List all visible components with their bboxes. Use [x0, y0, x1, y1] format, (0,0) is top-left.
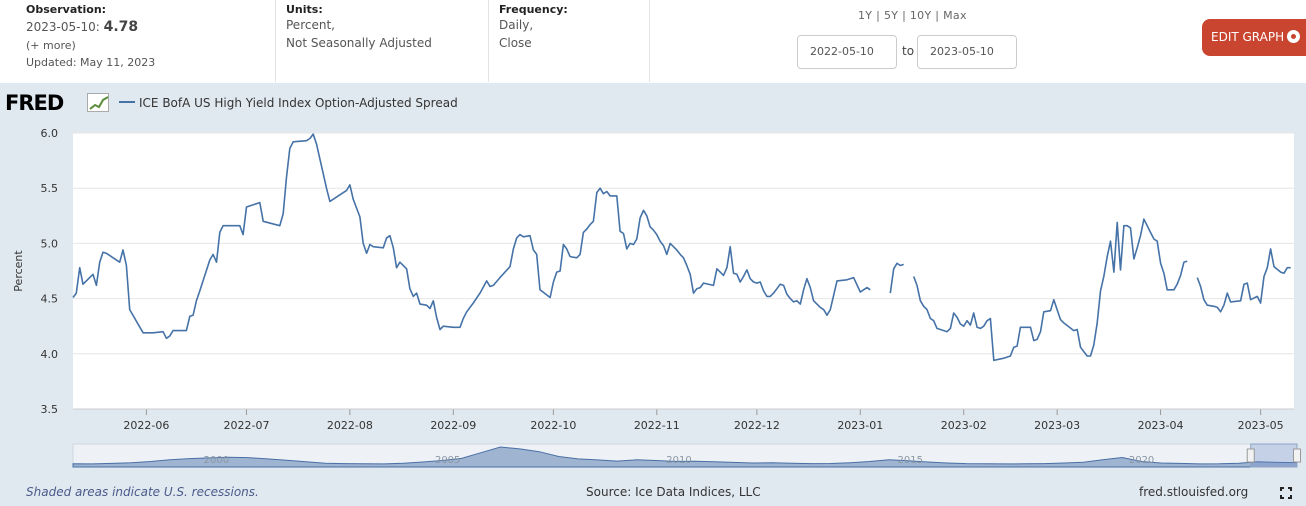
x-tick-label: 2023-03 [1034, 419, 1080, 432]
y-tick-label: 4.5 [41, 293, 59, 306]
series-line [72, 133, 871, 340]
units-line1: Percent, [286, 18, 335, 32]
frequency-line2: Close [499, 36, 532, 50]
range-1y[interactable]: 1Y [858, 9, 873, 22]
series-line [1196, 248, 1291, 313]
chart-legend: ICE BofA US High Yield Index Option-Adju… [119, 96, 458, 110]
navigator-series-area [72, 446, 1298, 468]
series-line [889, 262, 904, 294]
observation-line: 2023-05-10: 4.78 [26, 17, 275, 37]
observation-value: 4.78 [103, 19, 139, 35]
navigator-year-label: 2015 [898, 455, 923, 466]
y-tick-label: 4.0 [41, 348, 59, 361]
range-max[interactable]: Max [943, 9, 967, 22]
units-panel: Units: Percent, Not Seasonally Adjusted [276, 0, 489, 82]
legend-swatch [119, 101, 135, 103]
x-tick-label: 2023-02 [941, 419, 987, 432]
legend-series-name: ICE BofA US High Yield Index Option-Adju… [139, 96, 458, 110]
frequency-panel: Frequency: Daily, Close [489, 0, 650, 82]
y-tick-label: 5.5 [41, 182, 59, 195]
x-tick-label: 2022-09 [430, 419, 476, 432]
chart-svg[interactable]: 6.0 5.5 5.0 4.5 4.0 3.5 2022-06 2022-07 2022-08 2… [0, 83, 1306, 506]
x-tick-label: 2022-10 [530, 419, 576, 432]
updated-text: Updated: May 11, 2023 [26, 56, 156, 69]
observation-panel: Observation: 2023-05-10: 4.78 (+ more) U… [0, 0, 276, 82]
plot-area [73, 133, 1294, 409]
x-tick-label: 2022-06 [123, 419, 169, 432]
source-note: Source: Ice Data Indices, LLC [586, 485, 761, 499]
x-tick-label: 2022-11 [634, 419, 680, 432]
navigator-handle[interactable] [1293, 448, 1301, 463]
range-5y[interactable]: 5Y [883, 9, 899, 22]
frequency-label: Frequency: [499, 3, 568, 16]
x-tick-label: 2023-05 [1238, 419, 1284, 432]
units-line2: Not Seasonally Adjusted [286, 36, 432, 50]
edit-graph-label: EDIT GRAPH [1211, 30, 1285, 44]
navigator-selection[interactable] [1250, 443, 1298, 468]
edit-graph-button[interactable]: EDIT GRAPH [1202, 19, 1306, 56]
series-line [912, 218, 1188, 362]
navigator-year-label: 2010 [666, 455, 691, 466]
y-tick-label: 6.0 [41, 127, 59, 140]
start-date-input[interactable]: 2022-05-10 [797, 35, 897, 69]
end-date-input[interactable]: 2023-05-10 [917, 35, 1017, 69]
navigator-year-label: 2000 [204, 455, 229, 466]
y-tick-label: 5.0 [41, 237, 59, 250]
navigator-year-label: 2020 [1129, 455, 1154, 466]
site-link[interactable]: fred.stlouisfed.org [1139, 485, 1249, 499]
fred-chart-logo-icon [87, 93, 109, 112]
observation-date: 2023-05-10: [26, 20, 100, 34]
chart-panel: FRED ICE BofA US High Yield Index Option… [0, 83, 1306, 506]
to-label: to [902, 44, 915, 58]
range-separator: | [935, 9, 940, 22]
range-10y[interactable]: 10Y [909, 9, 932, 22]
y-axis-title: Percent [12, 250, 25, 292]
header-bar: Observation: 2023-05-10: 4.78 (+ more) U… [0, 0, 1306, 82]
x-tick-label: 2022-08 [327, 419, 373, 432]
gear-icon [1287, 30, 1301, 43]
recession-note: Shaded areas indicate U.S. recessions. [26, 485, 259, 499]
navigator-year-label: 2005 [435, 455, 460, 466]
range-selector: 1Y | 5Y | 10Y | Max [858, 9, 967, 22]
observation-label: Observation: [26, 3, 107, 16]
range-separator: | [876, 9, 881, 22]
x-tick-label: 2023-04 [1138, 419, 1184, 432]
y-tick-label: 3.5 [41, 403, 59, 416]
navigator-handle[interactable] [1246, 448, 1255, 463]
range-separator: | [902, 9, 907, 22]
x-tick-label: 2022-07 [223, 419, 269, 432]
more-link[interactable]: (+ more) [26, 39, 76, 52]
fullscreen-icon[interactable] [1280, 487, 1292, 499]
x-tick-label: 2023-01 [837, 419, 883, 432]
x-tick-label: 2022-12 [734, 419, 780, 432]
units-label: Units: [286, 3, 323, 16]
fred-logo[interactable]: FRED [5, 91, 64, 115]
frequency-line1: Daily, [499, 18, 534, 32]
